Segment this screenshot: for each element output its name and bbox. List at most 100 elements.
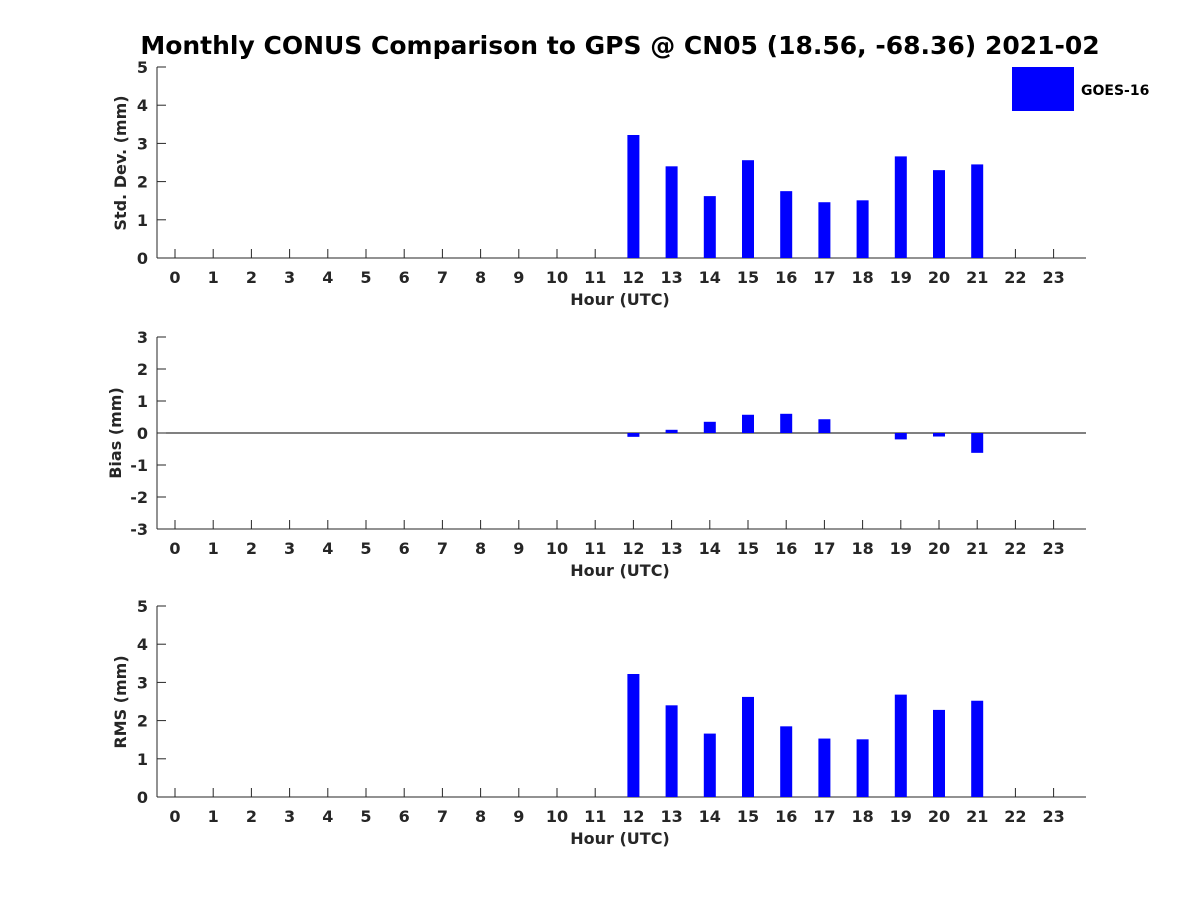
subplot-1-y-tick-label: 1 (137, 211, 148, 230)
subplot-3-x-tick-label: 16 (775, 807, 797, 826)
subplot-3-y-tick-label: 2 (137, 712, 148, 731)
subplot-3-x-tick-label: 19 (890, 807, 912, 826)
subplot-3-y-tick-label: 1 (137, 750, 148, 769)
subplot-1-x-tick-label: 14 (699, 268, 721, 287)
subplot-2-x-tick-label: 2 (246, 539, 257, 558)
subplot-1-bar-hour-17 (818, 202, 831, 258)
subplot-2-y-tick-label: 3 (137, 328, 148, 347)
subplot-2-y-tick-label: 1 (137, 392, 148, 411)
subplot-1-x-tick-label: 2 (246, 268, 257, 287)
subplot-3-bar-hour-14 (703, 733, 716, 797)
subplot-2-bar-hour-19 (894, 433, 907, 440)
subplot-3-x-tick-label: 17 (813, 807, 835, 826)
subplot-1-x-tick-label: 11 (584, 268, 606, 287)
subplot-3-x-tick-label: 9 (513, 807, 524, 826)
subplot-3-x-tick-label: 18 (851, 807, 873, 826)
subplot-3-x-tick-label: 6 (399, 807, 410, 826)
subplot-2-x-tick-label: 23 (1042, 539, 1064, 558)
subplot-2-x-tick-label: 17 (813, 539, 835, 558)
subplot-2-y-axis-label: Bias (mm) (106, 387, 125, 479)
subplot-2-x-tick-label: 4 (322, 539, 333, 558)
subplot-1-bar-hour-16 (780, 191, 793, 258)
subplot-2-bar-hour-15 (742, 414, 754, 433)
subplot-2-x-tick-label: 1 (208, 539, 219, 558)
subplot-3-x-tick-label: 12 (622, 807, 644, 826)
subplot-1-x-tick-label: 8 (475, 268, 486, 287)
subplot-1-x-tick-label: 21 (966, 268, 988, 287)
subplot-3-x-tick-label: 1 (208, 807, 219, 826)
subplot-1-x-tick-label: 5 (360, 268, 371, 287)
subplot-1-x-tick-label: 22 (1004, 268, 1026, 287)
subplot-3-y-tick-label: 5 (137, 597, 148, 616)
subplot-3-y-axis-label: RMS (mm) (111, 655, 130, 748)
subplot-1-x-tick-label: 10 (546, 268, 568, 287)
subplot-2-x-tick-label: 11 (584, 539, 606, 558)
subplot-3-bar-hour-19 (894, 694, 907, 797)
subplot-2-x-tick-label: 10 (546, 539, 568, 558)
subplot-1-bar-hour-15 (742, 160, 754, 258)
subplot-2-x-tick-label: 21 (966, 539, 988, 558)
subplot-3-x-tick-label: 13 (660, 807, 682, 826)
subplot-2-y-tick-label: -1 (130, 456, 148, 475)
subplot-3-bar-hour-15 (742, 696, 754, 797)
subplot-1-x-tick-label: 15 (737, 268, 759, 287)
subplot-1-x-tick-label: 7 (437, 268, 448, 287)
subplot-2-x-tick-label: 5 (360, 539, 371, 558)
subplot-2-x-tick-label: 20 (928, 539, 950, 558)
subplot-1-x-tick-label: 9 (513, 268, 524, 287)
subplot-2-x-tick-label: 8 (475, 539, 486, 558)
subplot-1-x-tick-label: 4 (322, 268, 333, 287)
subplot-2-x-tick-label: 14 (699, 539, 721, 558)
subplot-1-x-tick-label: 18 (851, 268, 873, 287)
subplot-1-bar-hour-21 (971, 164, 984, 258)
subplot-1-y-axis-label: Std. Dev. (mm) (111, 95, 130, 230)
subplot-1-x-tick-label: 20 (928, 268, 950, 287)
subplot-1-x-tick-label: 12 (622, 268, 644, 287)
subplot-3-bar-hour-17 (818, 738, 831, 797)
subplot-3-bar-hour-13 (665, 705, 678, 797)
subplot-1-x-tick-label: 13 (660, 268, 682, 287)
subplot-1-bar-hour-12 (627, 134, 640, 258)
subplot-3-x-tick-label: 7 (437, 807, 448, 826)
subplot-2-bar-hour-17 (818, 419, 831, 433)
subplot-3-x-axis-label: Hour (UTC) (570, 829, 670, 848)
subplot-2-x-tick-label: 0 (169, 539, 180, 558)
subplot-2-x-axis-label: Hour (UTC) (570, 561, 670, 580)
subplot-1-x-tick-label: 1 (208, 268, 219, 287)
subplot-2-bar-hour-20 (933, 433, 945, 437)
subplot-3-x-tick-label: 3 (284, 807, 295, 826)
subplot-1-y-tick-label: 2 (137, 173, 148, 192)
subplot-3-x-tick-label: 15 (737, 807, 759, 826)
subplot-2-x-tick-label: 12 (622, 539, 644, 558)
subplot-1-bar-hour-19 (894, 156, 907, 258)
subplot-3-bar-hour-20 (933, 709, 945, 797)
subplot-3-x-tick-label: 20 (928, 807, 950, 826)
subplot-1-x-tick-label: 0 (169, 268, 180, 287)
subplot-2-bar-hour-12 (627, 433, 640, 437)
subplot-2-x-tick-label: 9 (513, 539, 524, 558)
subplot-3-x-tick-label: 23 (1042, 807, 1064, 826)
subplot-3-y-tick-label: 4 (137, 635, 148, 654)
subplot-1-x-tick-label: 23 (1042, 268, 1064, 287)
subplot-2-bar-hour-16 (780, 413, 793, 433)
subplot-3-x-tick-label: 14 (699, 807, 721, 826)
subplot-2-x-tick-label: 22 (1004, 539, 1026, 558)
subplot-2-x-tick-label: 15 (737, 539, 759, 558)
subplot-1-y-tick-label: 5 (137, 58, 148, 77)
subplot-2-x-tick-label: 3 (284, 539, 295, 558)
subplot-1-bar-hour-20 (933, 170, 945, 258)
subplot-2-x-tick-label: 6 (399, 539, 410, 558)
subplot-1-y-tick-label: 3 (137, 134, 148, 153)
subplot-1-x-tick-label: 16 (775, 268, 797, 287)
subplot-1-bar-hour-13 (665, 166, 678, 258)
subplot-2-x-tick-label: 19 (890, 539, 912, 558)
chart-title: Monthly CONUS Comparison to GPS @ CN05 (… (140, 31, 1099, 60)
subplot-2-bar-hour-13 (665, 429, 678, 433)
subplot-1-x-tick-label: 3 (284, 268, 295, 287)
subplot-3-y-tick-label: 0 (137, 788, 148, 807)
subplot-1-y-tick-label: 0 (137, 249, 148, 268)
subplot-1-bar-hour-18 (856, 200, 869, 258)
subplot-3-bar-hour-12 (627, 673, 640, 797)
